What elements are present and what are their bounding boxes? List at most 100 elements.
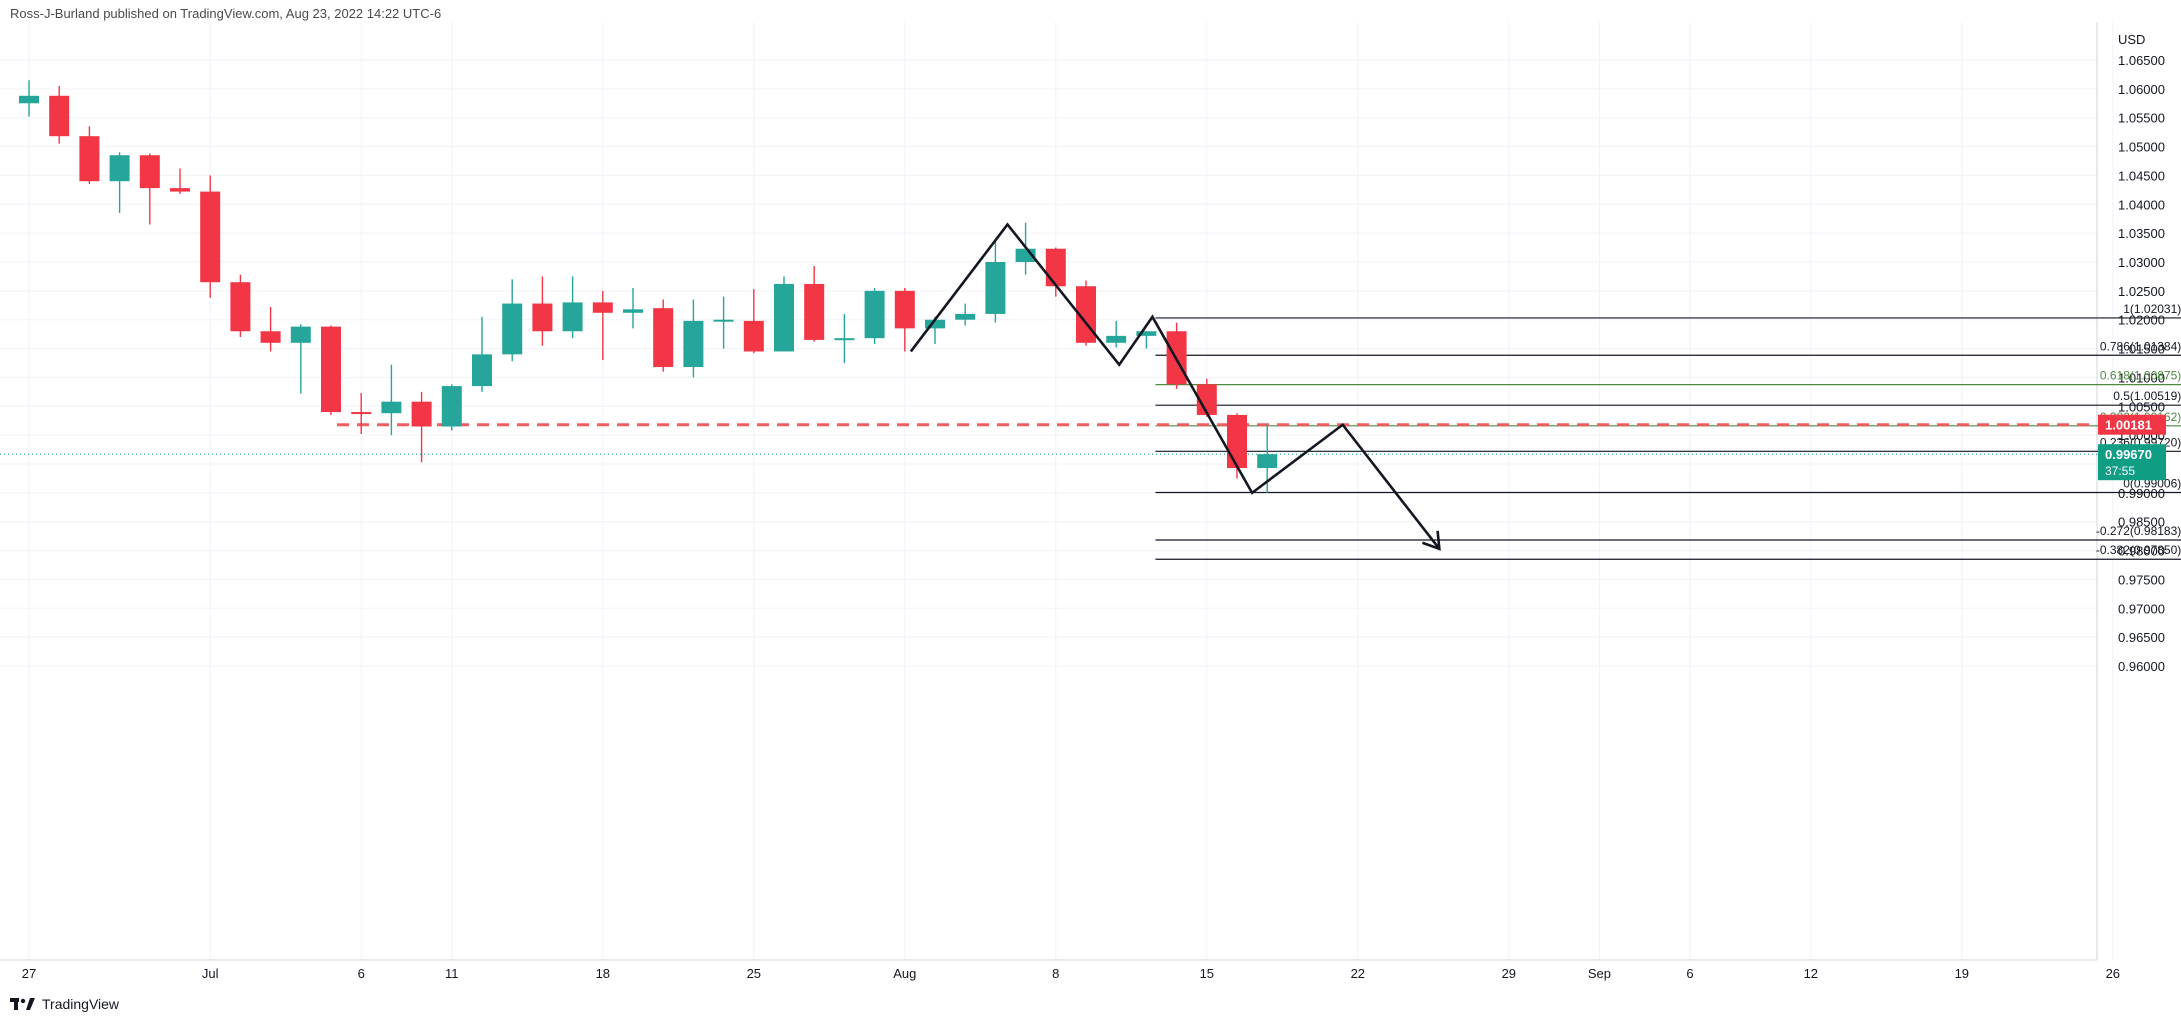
candle[interactable] (592, 290, 613, 361)
candle[interactable] (713, 296, 734, 349)
candle-body (894, 290, 915, 329)
candle[interactable] (321, 325, 341, 415)
candle[interactable] (1045, 247, 1066, 297)
zigzag-pattern-line (909, 222, 1441, 550)
candle-body (1106, 335, 1127, 343)
candle[interactable] (260, 307, 281, 352)
candle-body (381, 401, 402, 414)
candle[interactable] (472, 316, 492, 392)
candle-body (109, 155, 130, 182)
candle[interactable] (683, 299, 704, 378)
candle[interactable] (955, 303, 976, 326)
candle-body (1196, 384, 1217, 415)
candle-body (260, 331, 281, 343)
x-tick-label: 29 (1502, 966, 1516, 981)
y-tick-label: 1.00500 (2118, 399, 2165, 414)
currency-label: USD (2118, 32, 2145, 47)
candle[interactable] (743, 289, 764, 354)
y-tick-label: 1.06000 (2118, 82, 2165, 97)
x-tick-label: 25 (747, 966, 761, 981)
candle-body (79, 136, 100, 182)
x-tick-label: 27 (22, 966, 36, 981)
publish-info: Ross-J-Burland published on TradingView.… (10, 6, 442, 21)
candle-body (743, 320, 764, 352)
y-tick-label: 1.06500 (2118, 53, 2165, 68)
y-tick-label: 1.03000 (2118, 255, 2165, 270)
x-tick-label: 11 (445, 966, 459, 981)
x-tick-label: 8 (1052, 966, 1059, 981)
hline-price-tag (2098, 414, 2166, 435)
candle[interactable] (653, 299, 674, 372)
x-tick-label: 6 (1686, 966, 1693, 981)
candle[interactable] (532, 276, 553, 346)
y-tick-label: 0.97000 (2118, 601, 2165, 616)
candle[interactable] (1136, 331, 1157, 349)
candle-body (290, 326, 311, 343)
candle-body (230, 282, 251, 332)
y-tick-label: 1.02000 (2118, 313, 2165, 328)
fib-label: 0.5(1.00519) (2113, 389, 2181, 403)
y-tick-label: 1.05000 (2118, 140, 2165, 155)
footer: TradingView (10, 996, 119, 1012)
candle[interactable] (864, 287, 885, 344)
tradingview-brand[interactable]: TradingView (42, 996, 120, 1012)
fib-label: 0.786(1.01384) (2100, 339, 2181, 353)
y-tick-label: 0.96500 (2118, 630, 2165, 645)
y-tick-label: 1.03500 (2118, 226, 2165, 241)
candle[interactable] (834, 313, 855, 363)
candle[interactable] (79, 126, 100, 185)
y-tick-label: 1.02500 (2118, 284, 2165, 299)
candle-body (774, 283, 794, 352)
candle-body (441, 386, 462, 427)
y-tick-label: 1.01500 (2118, 342, 2165, 357)
arrow-head-icon (1421, 530, 1441, 551)
candle-body (592, 302, 613, 313)
candle-body (1045, 248, 1066, 287)
current-price-label: 0.99670 (2105, 447, 2152, 462)
candle[interactable] (623, 287, 643, 329)
candle-body (985, 262, 1006, 314)
candle-body (562, 302, 583, 332)
tradingview-logo-icon[interactable] (10, 996, 36, 1012)
candle[interactable] (49, 85, 70, 144)
candle[interactable] (411, 391, 432, 463)
candle[interactable] (170, 168, 190, 194)
x-tick-label: Aug (893, 966, 916, 981)
candle[interactable] (804, 266, 825, 342)
fib-label: 1(1.02031) (2123, 302, 2181, 316)
candle-body (502, 303, 523, 355)
candle[interactable] (774, 276, 794, 352)
candle[interactable] (19, 80, 39, 117)
candle[interactable] (985, 241, 1006, 323)
candle[interactable] (109, 152, 130, 213)
candle-body (955, 313, 976, 320)
x-tick-label: 18 (596, 966, 610, 981)
candle-body (321, 326, 341, 413)
candle-body (1227, 414, 1247, 469)
candle-body (623, 309, 643, 313)
candle[interactable] (1166, 322, 1187, 389)
candle-body (804, 283, 825, 340)
candle-body (713, 319, 734, 322)
x-tick-label: 12 (1804, 966, 1818, 981)
candle-body (411, 401, 432, 427)
candle[interactable] (381, 364, 402, 436)
candle[interactable] (441, 384, 462, 431)
y-tick-label: 0.98500 (2118, 515, 2165, 530)
candle[interactable] (562, 276, 583, 339)
candle[interactable] (351, 393, 372, 434)
candle-body (864, 290, 885, 339)
candle[interactable] (1106, 320, 1127, 348)
candle[interactable] (502, 279, 523, 362)
candle[interactable] (139, 153, 160, 225)
x-axis: 27 Jul 6 11 18 25 Aug 8 15 22 29 Sep 6 12 19 26 (0, 959, 2120, 981)
fibonacci-retracement: 1(1.02031) 0.786(1.01384) 0.618(1.00875) 0.… (1155, 302, 2181, 560)
candle[interactable] (230, 274, 251, 338)
candle-body (49, 95, 70, 137)
candle[interactable] (290, 324, 311, 394)
candle[interactable] (894, 287, 915, 352)
candle[interactable] (200, 175, 221, 298)
candle-body (1136, 331, 1157, 336)
y-tick-label: 1.04000 (2118, 197, 2165, 212)
